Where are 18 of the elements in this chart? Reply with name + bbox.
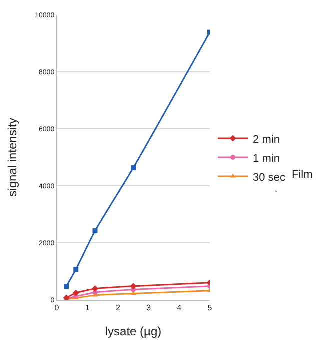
- point: [130, 283, 137, 290]
- legend-label: 30 sec: [253, 172, 286, 184]
- text: Film: [292, 169, 313, 181]
- x-tick-label: 1: [85, 304, 90, 313]
- legend-label: 1 min: [253, 152, 280, 165]
- x-tick-label: 2: [116, 304, 121, 313]
- legend-label: 2 min: [253, 134, 280, 146]
- y-axis-title: signal intensity: [5, 118, 20, 197]
- x-tick-label: 3: [146, 304, 152, 313]
- x-tick-label: 4: [177, 304, 182, 313]
- point: [92, 286, 98, 292]
- point: [72, 290, 80, 296]
- point: [74, 267, 79, 272]
- x-tick-label: 5: [208, 304, 213, 313]
- x-axis-title: lysate (µg): [105, 324, 162, 338]
- point: [64, 284, 70, 290]
- point: [131, 166, 136, 171]
- point: [92, 228, 98, 234]
